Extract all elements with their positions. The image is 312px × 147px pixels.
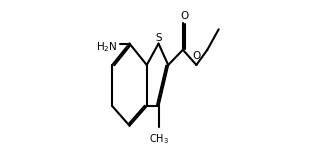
- Text: S: S: [155, 33, 162, 43]
- Text: O: O: [180, 11, 189, 21]
- Text: O: O: [193, 51, 201, 61]
- Text: CH$_3$: CH$_3$: [149, 133, 168, 146]
- Text: H$_2$N: H$_2$N: [96, 40, 117, 54]
